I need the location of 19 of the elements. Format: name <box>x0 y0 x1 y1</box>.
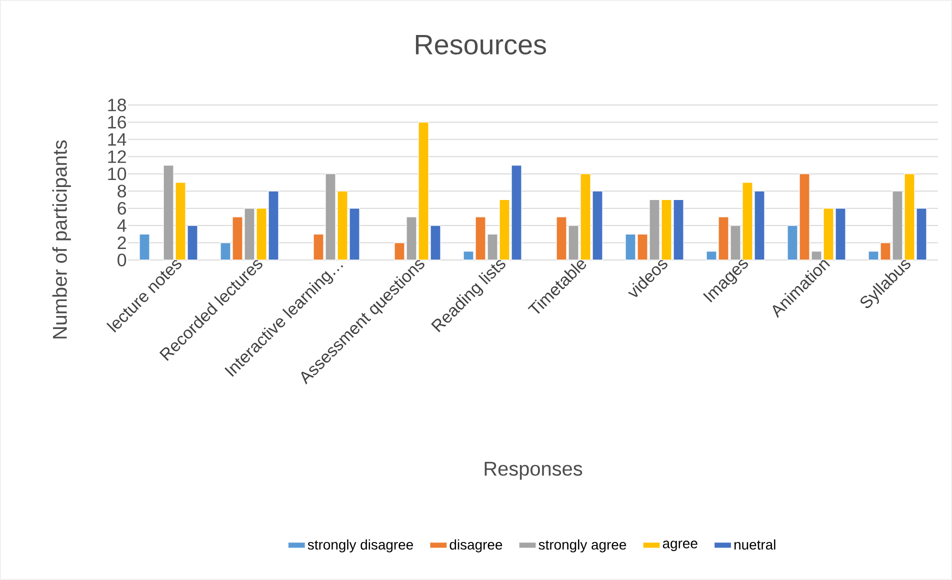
bar <box>139 234 150 260</box>
y-tick-label: 14 <box>108 133 126 146</box>
y-tick-label: 6 <box>118 202 126 215</box>
legend-label: strongly disagree <box>308 539 413 552</box>
y-tick-label: 0 <box>118 254 126 266</box>
legend-label: agree <box>662 540 698 552</box>
y-tick-label: 2 <box>118 236 126 250</box>
y-tick-label: 12 <box>108 150 126 163</box>
legend-label: nuetral <box>734 539 776 550</box>
y-tick-label: 8 <box>118 184 126 198</box>
y-tick-label: 4 <box>117 219 126 232</box>
y-tick-label: 10 <box>108 168 126 180</box>
chart-title: Resources <box>416 35 546 54</box>
legend-label: disagree <box>450 539 502 552</box>
y-tick-label: 16 <box>108 116 126 129</box>
y-axis-title: Number of participants <box>52 140 71 338</box>
y-tick-label: 18 <box>108 98 126 112</box>
x-axis-title: Responses <box>484 462 582 480</box>
legend-label: strongly agree <box>538 539 626 552</box>
